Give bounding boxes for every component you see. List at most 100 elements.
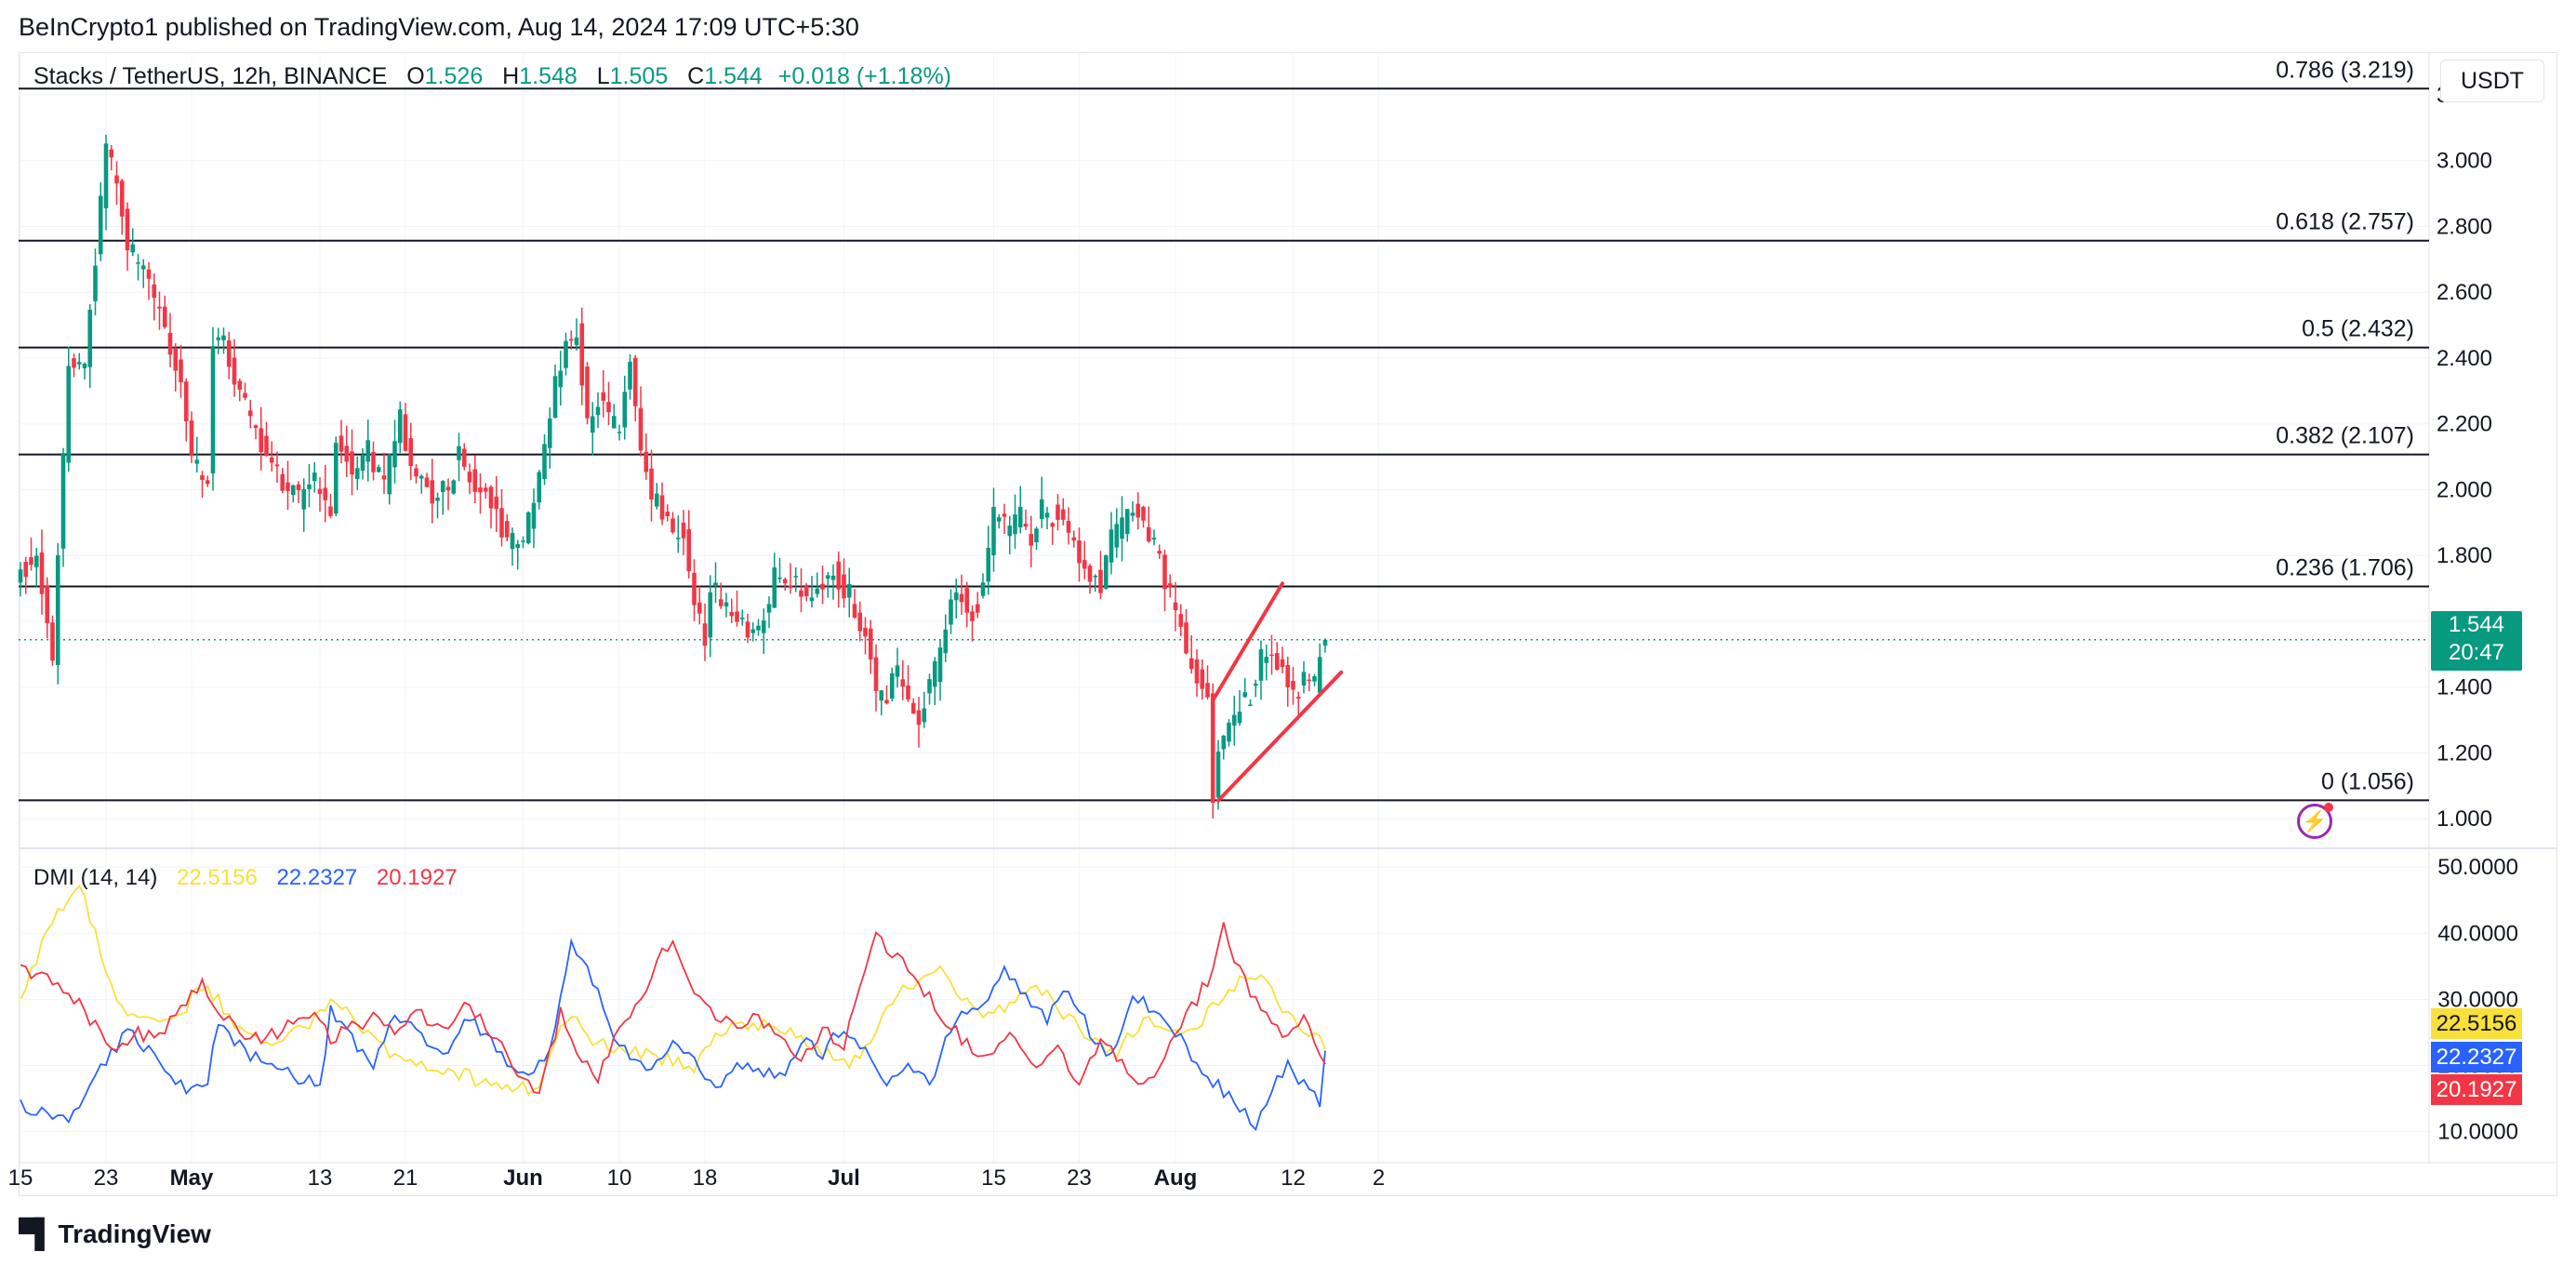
candle-body — [1023, 524, 1029, 527]
candle-body — [397, 409, 403, 444]
candle-body — [665, 511, 671, 517]
candle-body — [259, 428, 264, 453]
candle-body — [189, 420, 194, 457]
candle-body — [900, 679, 906, 687]
candle-body — [1039, 499, 1044, 519]
dmi-tick-label: 10.0000 — [2437, 1120, 2518, 1145]
dmi-di-line — [20, 938, 1326, 1132]
candle-body — [451, 480, 457, 494]
candle-body — [1248, 704, 1253, 707]
candle-body — [836, 561, 842, 590]
candle-body — [671, 518, 675, 533]
candle-body — [179, 359, 183, 382]
open-label: O — [406, 63, 425, 89]
candle-body — [964, 588, 970, 613]
candle-body — [1056, 504, 1060, 520]
currency-button[interactable]: USDT — [2440, 60, 2544, 102]
candle-body — [408, 438, 414, 466]
candle-body — [1200, 669, 1205, 689]
last-price-value: 1.544 — [2448, 612, 2505, 637]
candle-body — [435, 498, 440, 501]
low-value: 1.505 — [609, 63, 669, 89]
candle-body — [739, 617, 745, 619]
candle-body — [820, 583, 825, 590]
dmi-plus-value: 22.2327 — [276, 865, 358, 890]
candle-body — [1184, 622, 1188, 654]
price-tick-label: 2.600 — [2437, 280, 2492, 305]
high-value: 1.548 — [519, 63, 578, 89]
candle-body — [157, 306, 162, 309]
dmi-tick-label: 50.0000 — [2437, 855, 2518, 880]
candle-body — [1231, 714, 1237, 726]
candle-body — [173, 348, 179, 371]
candle-body — [1130, 513, 1135, 516]
candle-body — [943, 629, 949, 654]
price-tick-label: 2.800 — [2437, 214, 2492, 239]
candle-body — [23, 561, 29, 578]
candle-body — [339, 435, 344, 452]
candle-body — [1307, 679, 1312, 682]
candle-body — [1120, 517, 1124, 539]
candle-body — [830, 575, 836, 580]
candlestick-series — [18, 134, 1328, 819]
fib-level-label: 0.5 (2.432) — [2302, 316, 2414, 342]
candle-body — [125, 208, 130, 251]
candle-body — [782, 579, 788, 584]
candle-body — [136, 262, 140, 264]
candle-body — [1146, 526, 1151, 542]
dmi-tick-label: 30.0000 — [2437, 987, 2518, 1012]
tradingview-brand: TradingView — [58, 1219, 211, 1248]
candle-body — [317, 488, 323, 495]
candle-body — [863, 627, 868, 637]
fib-level-label: 0.786 (3.219) — [2276, 57, 2414, 83]
candle-body — [922, 708, 927, 723]
candle-body — [1060, 509, 1066, 520]
time-tick-label: 15 — [8, 1165, 33, 1191]
candle-body — [285, 482, 290, 491]
time-tick-label: 15 — [981, 1165, 1006, 1191]
candle-body — [1258, 649, 1264, 681]
price-tick-label: 1.000 — [2437, 806, 2492, 832]
candle-body — [1141, 506, 1146, 521]
candle-body — [103, 143, 109, 209]
candle-body — [793, 576, 799, 578]
candle-body — [360, 455, 365, 471]
candle-body — [45, 585, 50, 624]
candle-body — [140, 265, 146, 270]
candle-body — [622, 392, 628, 428]
dmi-legend[interactable]: DMI (14, 14) 22.5156 22.2327 20.1927 — [33, 865, 471, 891]
candle-body — [750, 629, 756, 633]
candle-body — [937, 647, 943, 683]
price-tick-label: 1.200 — [2437, 740, 2492, 766]
tradingview-logo[interactable]: ▀▌ TradingView — [19, 1218, 211, 1250]
candle-body — [638, 407, 644, 451]
candle-body — [675, 538, 681, 539]
candle-body — [1066, 520, 1071, 533]
candle-body — [194, 459, 200, 464]
candle-body — [927, 679, 932, 694]
candle-body — [980, 582, 986, 596]
time-tick-label: 23 — [1067, 1165, 1092, 1191]
candle-body — [628, 361, 632, 390]
candle-body — [269, 457, 274, 463]
fibonacci-levels: 0.786 (3.219) 0.618 (2.757) 0.5 (2.432) 0.3… — [19, 57, 2429, 802]
candle-body — [323, 487, 328, 500]
candle-body — [76, 362, 82, 365]
candle-body — [547, 418, 552, 448]
candle-body — [1114, 524, 1120, 548]
lightning-icon[interactable]: ⚡ — [2297, 803, 2333, 839]
bar-countdown: 20:47 — [2448, 640, 2505, 665]
candle-body — [906, 685, 910, 700]
candle-body — [290, 485, 296, 496]
candle-body — [889, 672, 895, 699]
candle-body — [756, 625, 761, 631]
candle-body — [371, 451, 376, 473]
symbol-legend[interactable]: Stacks / TetherUS, 12h, BINANCE O1.526 H… — [33, 63, 951, 90]
candle-body — [445, 486, 451, 491]
candle-body — [467, 472, 472, 483]
time-tick-label: May — [170, 1165, 214, 1191]
change-value: +0.018 (+1.18%) — [777, 63, 951, 89]
fib-level-label: 0.618 (2.757) — [2276, 209, 2414, 235]
candle-body — [478, 487, 483, 493]
